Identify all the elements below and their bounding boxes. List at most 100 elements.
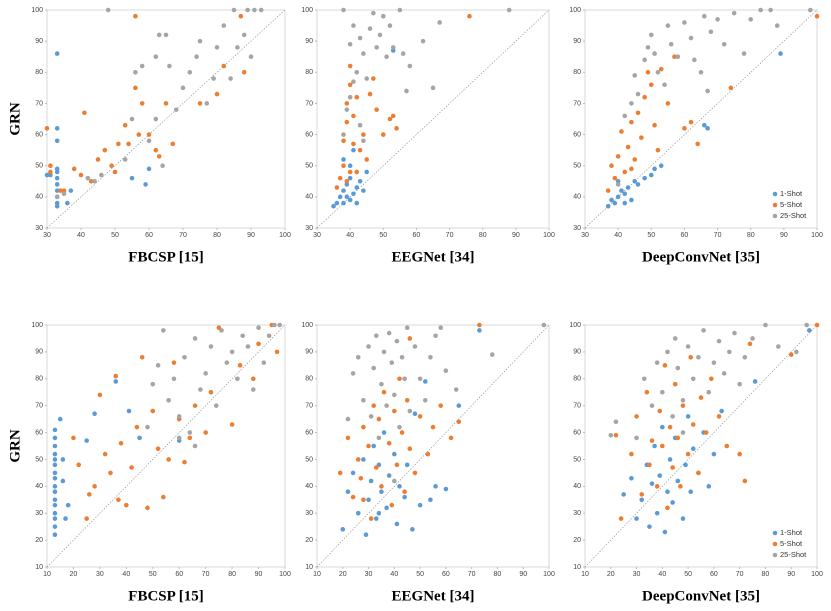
point (381, 389, 387, 395)
point (680, 397, 686, 403)
point (146, 166, 152, 172)
point (143, 182, 148, 187)
point (612, 175, 618, 181)
point (618, 516, 624, 521)
point (453, 387, 459, 392)
point (133, 13, 138, 19)
point (407, 408, 413, 414)
point (608, 432, 614, 438)
point (197, 101, 203, 106)
point (171, 360, 177, 365)
point (367, 26, 373, 31)
point (402, 494, 407, 500)
legend-marker (772, 202, 778, 208)
point (645, 69, 651, 75)
diagonal (46, 324, 286, 568)
point (621, 492, 626, 497)
point (706, 484, 712, 489)
point (410, 527, 415, 532)
point (92, 484, 97, 489)
y-tick-label: 100 (569, 7, 581, 14)
point (711, 451, 717, 457)
y-tick-label: 30 (305, 510, 313, 517)
point (256, 341, 261, 347)
point (58, 188, 63, 193)
point (139, 354, 145, 360)
x-tick-label: 80 (762, 571, 770, 578)
point (350, 494, 356, 500)
x-tick-label: 60 (175, 571, 183, 578)
y-tick-label: 60 (305, 429, 313, 436)
point (701, 328, 706, 333)
point (632, 157, 638, 162)
point (146, 132, 152, 137)
x-tick-label: 30 (633, 571, 641, 578)
point (808, 7, 813, 13)
point (379, 484, 384, 489)
point (116, 141, 121, 147)
point (386, 473, 392, 478)
point (361, 51, 366, 56)
point (153, 116, 159, 122)
point (364, 157, 370, 162)
point (404, 325, 410, 330)
point (814, 13, 820, 19)
point (52, 475, 58, 481)
point (76, 462, 82, 468)
y-tick-label: 10 (305, 564, 313, 571)
point (48, 169, 53, 175)
legend-label: 5-Shot (780, 539, 803, 548)
point (192, 443, 198, 449)
y-tick-label: 10 (35, 564, 43, 571)
point (678, 484, 683, 489)
point (129, 175, 135, 181)
point (622, 169, 628, 175)
point (690, 376, 696, 382)
point (696, 354, 701, 360)
point (412, 344, 418, 349)
point (44, 126, 50, 131)
x-tick-label: 70 (468, 571, 476, 578)
point (389, 502, 395, 508)
point (150, 408, 156, 414)
point (52, 484, 58, 489)
point (371, 443, 377, 449)
point (87, 492, 92, 497)
point (368, 478, 374, 484)
y-tick-label: 90 (305, 38, 313, 45)
point (648, 172, 654, 178)
point (213, 403, 219, 408)
legend-label: 1-Shot (780, 189, 803, 198)
point (371, 10, 376, 16)
point (428, 497, 433, 503)
point (619, 129, 624, 134)
x-tick-label: 40 (346, 232, 354, 239)
point (629, 101, 634, 106)
point (361, 424, 366, 430)
point (698, 69, 704, 75)
y-tick-label: 40 (35, 483, 43, 490)
point (632, 73, 638, 78)
x-tick-label: 40 (390, 571, 398, 578)
x-tick-label: 50 (111, 232, 119, 239)
point (727, 349, 732, 355)
x-tick-label: 90 (512, 232, 520, 239)
point (380, 132, 386, 137)
point (340, 527, 346, 532)
point (367, 91, 373, 97)
point (358, 475, 364, 481)
point (417, 414, 423, 419)
point (731, 10, 737, 16)
x-tick-label: 40 (122, 571, 130, 578)
point (662, 529, 668, 535)
point (54, 175, 60, 181)
point (197, 38, 203, 44)
point (392, 451, 397, 457)
point (224, 360, 230, 365)
point (776, 344, 781, 349)
y-tick-label: 50 (573, 163, 581, 170)
point (187, 69, 193, 75)
point (433, 333, 438, 339)
point (404, 397, 410, 403)
point (456, 403, 462, 408)
